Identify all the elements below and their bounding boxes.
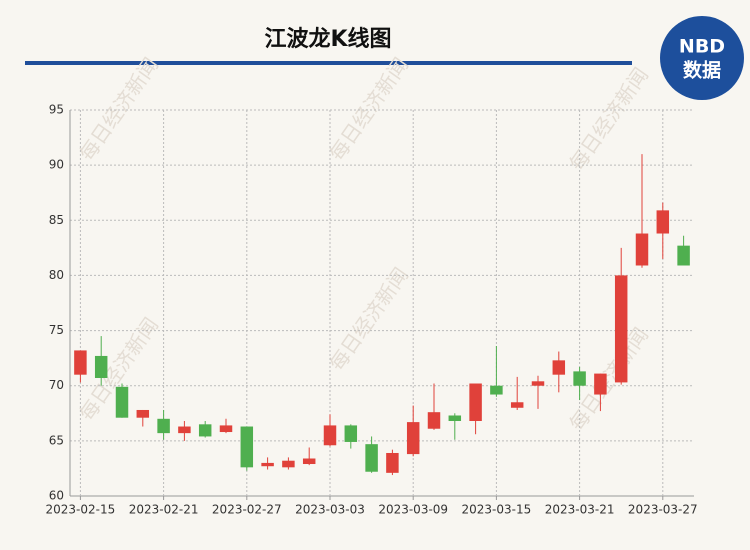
candle-body [448, 415, 462, 422]
y-tick-label: 65 [49, 433, 64, 447]
candle-body [344, 425, 358, 442]
candle-body [427, 412, 441, 429]
y-tick-label: 90 [49, 158, 64, 172]
candle-body [594, 373, 607, 395]
candle-body [94, 355, 108, 378]
y-tick-label: 70 [49, 378, 64, 392]
candle-body [635, 233, 649, 266]
x-tick-label: 2023-03-03 [295, 503, 365, 517]
y-tick-label: 60 [49, 489, 64, 503]
candle-body [219, 425, 233, 433]
candle-body [282, 460, 295, 468]
y-tick-label: 75 [49, 323, 64, 337]
y-tick-label: 95 [49, 103, 64, 117]
chart-title: 江波龙K线图 [264, 26, 391, 52]
candle-body [552, 360, 566, 375]
candle-body [531, 381, 545, 386]
candle-body [323, 425, 337, 446]
candle-body [490, 385, 503, 395]
x-tick-label: 2023-03-09 [378, 503, 448, 517]
x-tick-label: 2023-02-15 [46, 503, 116, 517]
logo-text: 数据 [683, 59, 721, 82]
x-tick-label: 2023-03-21 [545, 503, 615, 517]
candle-body [157, 418, 170, 434]
x-tick-label: 2023-03-27 [628, 503, 698, 517]
candle-body [240, 426, 254, 468]
logo [660, 16, 744, 100]
candle-body [74, 350, 87, 375]
candle-body [178, 426, 191, 434]
candle-body [406, 422, 420, 455]
x-tick-label: 2023-02-21 [129, 503, 199, 517]
candle-body [573, 371, 586, 386]
candle-body [469, 383, 482, 422]
candle-body [261, 462, 274, 467]
y-tick-label: 80 [49, 268, 64, 282]
candle-body [198, 424, 212, 437]
candle-body [115, 386, 129, 418]
candle-body [656, 210, 670, 234]
candle-body [510, 402, 524, 408]
x-tick-label: 2023-02-27 [212, 503, 282, 517]
candle-body [677, 245, 690, 266]
candle-body [614, 275, 628, 383]
candle-body [386, 452, 399, 473]
logo-text: NBD [679, 36, 725, 58]
x-tick-label: 2023-03-15 [462, 503, 532, 517]
candle-body [365, 444, 378, 472]
candle-body [136, 409, 150, 418]
y-tick-label: 85 [49, 213, 64, 227]
candle-body [302, 458, 316, 465]
